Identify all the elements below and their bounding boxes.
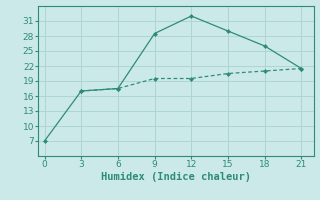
X-axis label: Humidex (Indice chaleur): Humidex (Indice chaleur) bbox=[101, 172, 251, 182]
